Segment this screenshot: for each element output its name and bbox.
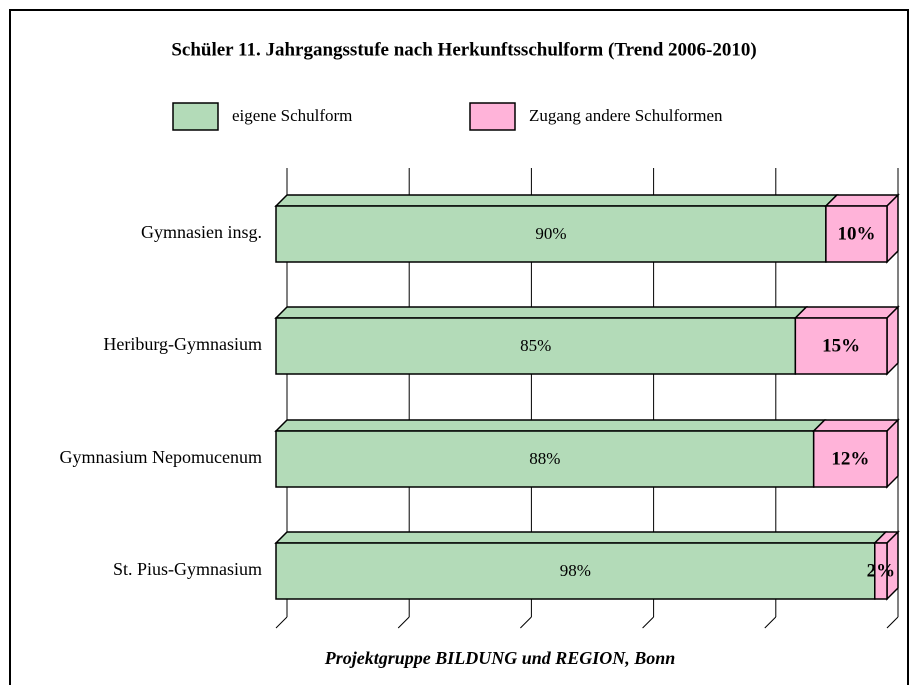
value-label: 2% [867, 560, 896, 581]
category-label: Heriburg-Gymnasium [103, 334, 262, 354]
grid-floor [642, 616, 654, 629]
bar-face [886, 305, 899, 376]
bar-face [274, 306, 809, 319]
grid-floor [397, 616, 410, 629]
bar-face [793, 306, 900, 319]
bar-face [886, 418, 899, 489]
grid-floor [520, 616, 532, 629]
legend-swatch [469, 102, 516, 131]
grid-floor [764, 616, 777, 629]
bar-segment [811, 418, 900, 489]
bar-face [274, 419, 827, 432]
value-label: 12% [831, 448, 869, 469]
value-label: 88% [529, 449, 560, 468]
value-label: 98% [560, 561, 591, 580]
bar-face [794, 317, 888, 375]
bar-face [275, 542, 876, 600]
bar-face [811, 419, 900, 432]
bar-face [886, 193, 899, 264]
chart-title: Schüler 11. Jahrgangsstufe nach Herkunft… [171, 39, 756, 60]
grid-floor [886, 616, 899, 629]
bar-face [275, 205, 827, 263]
bar-face [274, 194, 839, 207]
value-label: 90% [535, 224, 566, 243]
legend-label: eigene Schulform [232, 106, 352, 125]
bar-segment [274, 419, 827, 488]
bar-face [874, 542, 888, 600]
bar-face [825, 205, 888, 263]
bar-segment [824, 193, 900, 264]
category-label: Gymnasium Nepomucenum [60, 447, 262, 467]
bar-segment [793, 305, 900, 376]
legend-label: Zugang andere Schulformen [529, 106, 723, 125]
source-note: Projektgruppe BILDUNG und REGION, Bonn [324, 648, 676, 668]
bar-segment [872, 530, 900, 601]
category-label: Gymnasien insg. [141, 222, 262, 242]
value-label: 10% [837, 223, 875, 244]
bar-face [275, 430, 815, 488]
category-label: St. Pius-Gymnasium [113, 559, 262, 579]
legend-swatch [172, 102, 219, 131]
value-label: 15% [822, 335, 860, 356]
grid-floor [275, 616, 288, 629]
bar-face [812, 430, 888, 488]
bar-face [274, 531, 888, 544]
bar-face [824, 194, 900, 207]
bar-segment [274, 194, 839, 263]
value-label: 85% [520, 336, 551, 355]
